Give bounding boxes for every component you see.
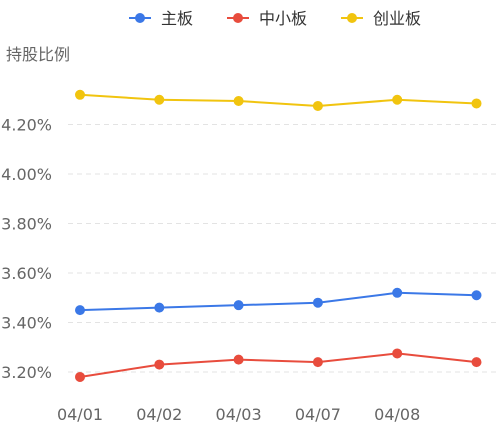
x-tick-label: 04/08 bbox=[374, 405, 420, 424]
data-point bbox=[471, 98, 482, 109]
data-point bbox=[392, 94, 403, 105]
series-line-3 bbox=[79, 93, 477, 107]
data-point bbox=[312, 357, 323, 368]
y-tick-label: 3.80% bbox=[1, 215, 52, 234]
x-tick-label: 04/01 bbox=[57, 405, 103, 424]
y-tick-label: 3.60% bbox=[1, 264, 52, 283]
data-point bbox=[392, 287, 403, 298]
data-point bbox=[75, 305, 85, 316]
x-tick-label: 04/07 bbox=[295, 405, 341, 424]
data-point bbox=[75, 371, 85, 382]
x-tick-label: 04/03 bbox=[216, 405, 262, 424]
y-tick-label: 3.40% bbox=[1, 314, 52, 333]
legend-label[interactable]: 中小板 bbox=[259, 9, 307, 28]
y-tick-label: 4.00% bbox=[1, 165, 52, 184]
y-tick-label: 3.20% bbox=[1, 363, 52, 382]
data-point bbox=[75, 89, 85, 100]
data-point bbox=[233, 95, 244, 106]
data-point bbox=[312, 100, 323, 111]
data-point bbox=[233, 300, 244, 311]
y-tick-label: 4.20% bbox=[1, 116, 52, 135]
legend-label[interactable]: 创业板 bbox=[373, 9, 421, 28]
legend-marker bbox=[233, 13, 243, 23]
data-point bbox=[471, 357, 482, 368]
data-point bbox=[392, 348, 403, 359]
series-line-2 bbox=[79, 352, 477, 378]
legend-marker bbox=[347, 13, 357, 23]
x-tick-label: 04/02 bbox=[136, 405, 182, 424]
data-point bbox=[312, 297, 323, 308]
data-point bbox=[471, 290, 482, 301]
data-point bbox=[154, 302, 165, 313]
y-axis-label: 持股比例 bbox=[6, 45, 70, 64]
legend-marker bbox=[135, 13, 145, 23]
data-point bbox=[154, 94, 165, 105]
series-line-1 bbox=[79, 291, 477, 312]
legend-label[interactable]: 主板 bbox=[161, 9, 193, 28]
data-point bbox=[154, 359, 165, 370]
data-point bbox=[233, 354, 244, 365]
